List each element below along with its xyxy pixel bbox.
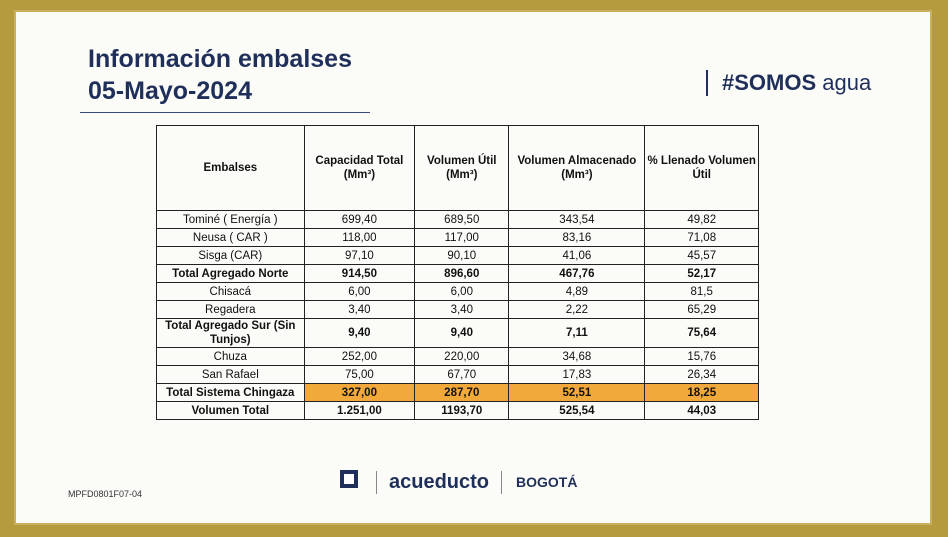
table-cell: 7,11 [508, 318, 646, 348]
doc-code: MPFD0801F07-04 [68, 489, 143, 499]
table-cell: 18,25 [644, 383, 759, 402]
table-cell: 17,83 [508, 365, 646, 384]
table-cell: Chuza [156, 347, 305, 366]
table-cell: Total Agregado Sur (Sin Tunjos) [156, 318, 305, 348]
table-cell: 81,5 [644, 282, 759, 301]
reservoir-table: Embalses Capacidad Total (Mm³) Volumen Úti… [156, 125, 759, 420]
table-cell: 2,22 [508, 300, 646, 319]
table-cell: 287,70 [414, 383, 510, 402]
table-cell: 75,64 [644, 318, 759, 348]
table-cell: 41,06 [508, 246, 646, 265]
table-cell: 75,00 [303, 365, 416, 384]
table-cell: 26,34 [644, 365, 759, 384]
table-row: Tominé ( Energía ) 699,40 689,50 343,54 49,8… [156, 210, 759, 229]
table-cell: Regadera [156, 300, 305, 319]
date: 05-Mayo-2024 [88, 77, 252, 105]
column-header: Embalses [156, 125, 305, 211]
table-cell: 220,00 [414, 347, 510, 366]
table-cell: 252,00 [303, 347, 416, 366]
divider [80, 112, 370, 113]
logos: acueducto BOGOTÁ [336, 468, 577, 496]
table-cell: 689,50 [414, 210, 510, 229]
table-cell: San Rafael [156, 365, 305, 384]
table-cell: 45,57 [644, 246, 759, 265]
table-row: Total Sistema Chingaza 327,00 287,70 52,51 1… [156, 383, 759, 402]
table-cell: 6,00 [414, 282, 510, 301]
table-row: Total Agregado Norte 914,50 896,60 467,76 52… [156, 264, 759, 283]
table-cell: 6,00 [303, 282, 416, 301]
bogota-shield [340, 470, 358, 488]
brand-light: agua [822, 70, 872, 95]
brand: #SOMOS agua [706, 70, 871, 96]
brand-bold: #SOMOS [722, 70, 817, 95]
table-cell: 71,08 [644, 228, 759, 247]
table-cell: 9,40 [414, 318, 510, 348]
column-header: Volumen Almacenado (Mm³) [508, 125, 646, 211]
table-cell: 52,17 [644, 264, 759, 283]
logo-bogota: BOGOTÁ [516, 474, 578, 490]
table-cell: 97,10 [303, 246, 416, 265]
table-row: San Rafael 75,00 67,70 17,83 26,34 [156, 365, 759, 384]
table-cell: 525,54 [508, 401, 646, 420]
table-cell: 699,40 [303, 210, 416, 229]
table-cell: 1193,70 [414, 401, 510, 420]
table-cell: 9,40 [303, 318, 416, 348]
table-cell: Total Agregado Norte [156, 264, 305, 283]
table-cell: 118,00 [303, 228, 416, 247]
table-cell: 49,82 [644, 210, 759, 229]
table-cell: 52,51 [508, 383, 646, 402]
column-header: Volumen Útil (Mm³) [414, 125, 510, 211]
table-cell: Volumen Total [156, 401, 305, 420]
table-row: Neusa ( CAR ) 118,00 117,00 83,16 71,08 [156, 228, 759, 247]
table-row: Regadera 3,40 3,40 2,22 65,29 [156, 300, 759, 319]
table-cell: Total Sistema Chingaza [156, 383, 305, 402]
table-cell: 343,54 [508, 210, 646, 229]
table-row: Chuza 252,00 220,00 34,68 15,76 [156, 347, 759, 366]
header-row: Embalses Capacidad Total (Mm³) Volumen Úti… [156, 125, 759, 211]
table-cell: 467,76 [508, 264, 646, 283]
table-cell: 327,00 [303, 383, 416, 402]
table-cell: Neusa ( CAR ) [156, 228, 305, 247]
table-cell: 90,10 [414, 246, 510, 265]
table-cell: 1.251,00 [303, 401, 416, 420]
table-row: Total Agregado Sur (Sin Tunjos) 9,40 9,40 7… [156, 318, 759, 348]
table-cell: 914,50 [303, 264, 416, 283]
table-cell: 44,03 [644, 401, 759, 420]
table-row: Chisacá 6,00 6,00 4,89 81,5 [156, 282, 759, 301]
title: Información embalses [88, 45, 352, 73]
table-row: Volumen Total 1.251,00 1193,70 525,54 44,03 [156, 401, 759, 420]
table-cell: 67,70 [414, 365, 510, 384]
table-body: Tominé ( Energía ) 699,40 689,50 343,54 49,8… [156, 210, 759, 420]
column-header: Capacidad Total (Mm³) [303, 125, 416, 211]
table-cell: 15,76 [644, 347, 759, 366]
column-header: % Llenado Volumen Útil [644, 125, 759, 211]
table-cell: 34,68 [508, 347, 646, 366]
table-cell: 3,40 [414, 300, 510, 319]
table-cell: 117,00 [414, 228, 510, 247]
table-cell: Chisacá [156, 282, 305, 301]
table-row: Sisga (CAR) 97,10 90,10 41,06 45,57 [156, 246, 759, 265]
logo-acueducto: acueducto [376, 470, 503, 494]
table-cell: 65,29 [644, 300, 759, 319]
table-cell: 83,16 [508, 228, 646, 247]
table-cell: 4,89 [508, 282, 646, 301]
table-cell: Tominé ( Energía ) [156, 210, 305, 229]
table-cell: 3,40 [303, 300, 416, 319]
table-cell: 896,60 [414, 264, 510, 283]
slide: Información embalses 05-Mayo-2024 #SOMOS… [14, 10, 932, 525]
table-cell: Sisga (CAR) [156, 246, 305, 265]
